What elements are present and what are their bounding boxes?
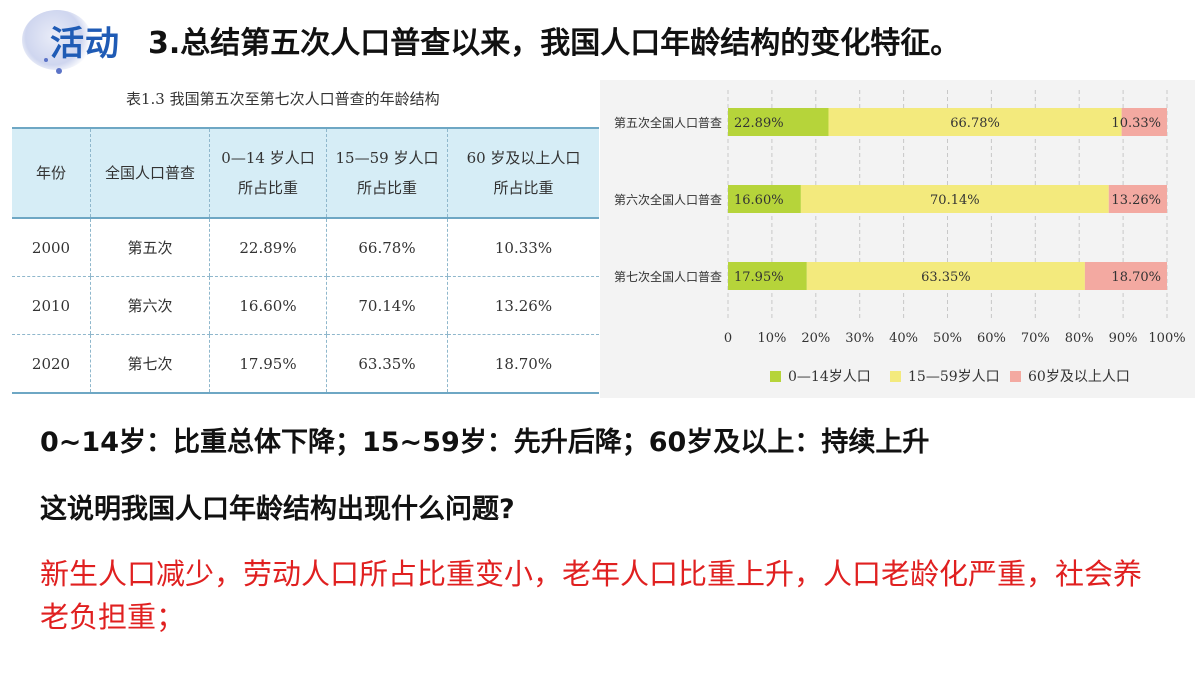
data-label: 66.78% — [950, 116, 1000, 131]
data-label: 17.95% — [734, 270, 784, 285]
table-cell: 第六次 — [90, 276, 210, 335]
badge-dot — [56, 68, 62, 74]
table-header-cell: 全国人口普查 — [90, 127, 210, 219]
data-label: 70.14% — [930, 193, 980, 208]
table-cell: 70.14% — [326, 276, 448, 335]
table-row: 2010 第六次 16.60% 70.14% 13.26% — [12, 276, 599, 335]
table-cell: 第七次 — [90, 334, 210, 394]
table-caption: 表1.3 我国第五次至第七次人口普查的年龄结构 — [126, 90, 440, 108]
table-cell: 22.89% — [209, 218, 327, 277]
x-tick-label: 50% — [933, 331, 962, 346]
x-tick-label: 0 — [724, 331, 732, 346]
legend-swatch — [1010, 371, 1021, 382]
table-cell: 63.35% — [326, 334, 448, 394]
table-cell: 17.95% — [209, 334, 327, 394]
data-label: 13.26% — [1111, 193, 1161, 208]
badge-label: 活动 — [50, 24, 120, 64]
chart-canvas: 0 10% 20% 30% 40% 50% 60% 70% 80% 90% 100% 第五次全国人口普… — [614, 90, 1186, 385]
x-tick-label: 40% — [889, 331, 918, 346]
page-title: 3.总结第五次人口普查以来，我国人口年龄结构的变化特征。 — [148, 26, 961, 61]
badge-dot — [44, 58, 48, 62]
age-structure-table: 年份 全国人口普查 0—14 岁人口 所占比重 15—59 岁人口 所占比重 6… — [12, 127, 599, 394]
bar-segment — [828, 108, 1122, 136]
summary-line: 0~14岁：比重总体下降；15~59岁：先升后降；60岁及以上：持续上升 — [40, 427, 930, 458]
table-cell: 16.60% — [209, 276, 327, 335]
data-label: 22.89% — [734, 116, 784, 131]
x-tick-label: 100% — [1148, 331, 1185, 346]
x-tick-label: 70% — [1021, 331, 1050, 346]
data-label: 18.70% — [1111, 270, 1161, 285]
legend-swatch — [770, 371, 781, 382]
question-line: 这说明我国人口年龄结构出现什么问题? — [40, 494, 515, 525]
bar-segment — [800, 185, 1109, 213]
table-cell: 2000 — [12, 218, 91, 277]
table-cell: 18.70% — [447, 334, 599, 394]
bar-segment — [728, 262, 807, 290]
bar-segment — [806, 262, 1085, 290]
table-header-cell: 15—59 岁人口 所占比重 — [326, 127, 448, 219]
legend-label: 60岁及以上人口 — [1028, 369, 1130, 385]
x-tick-label: 20% — [801, 331, 830, 346]
table-header-cell: 0—14 岁人口 所占比重 — [209, 127, 327, 219]
category-label: 第六次全国人口普查 — [614, 192, 722, 207]
table-cell: 2010 — [12, 276, 91, 335]
table-cell: 2020 — [12, 334, 91, 394]
x-tick-label: 10% — [757, 331, 786, 346]
bar-segment — [1108, 185, 1167, 213]
x-tick-label: 60% — [977, 331, 1006, 346]
answer-text: 新生人口减少，劳动人口所占比重变小，老年人口比重上升，人口老龄化严重，社会养老负… — [40, 557, 1143, 634]
legend-swatch — [890, 371, 901, 382]
age-structure-chart: 0 10% 20% 30% 40% 50% 60% 70% 80% 90% 100% 第五次全国人口普… — [600, 80, 1195, 398]
table-cell: 第五次 — [90, 218, 210, 277]
table-header-cell: 60 岁及以上人口 所占比重 — [447, 127, 599, 219]
bar-segment — [728, 108, 829, 136]
table-cell: 10.33% — [447, 218, 599, 277]
activity-badge: 活动 — [22, 10, 142, 74]
data-label: 16.60% — [734, 193, 784, 208]
table-header-row: 年份 全国人口普查 0—14 岁人口 所占比重 15—59 岁人口 所占比重 6… — [12, 127, 599, 219]
bar-segment — [1121, 108, 1167, 136]
table-cell: 66.78% — [326, 218, 448, 277]
data-label: 63.35% — [921, 270, 971, 285]
bar-segment — [1084, 262, 1167, 290]
category-label: 第五次全国人口普查 — [614, 115, 722, 130]
x-tick-label: 90% — [1109, 331, 1138, 346]
legend-label: 0—14岁人口 — [788, 369, 871, 385]
badge-bubble — [22, 10, 92, 70]
table-row: 2020 第七次 17.95% 63.35% 18.70% — [12, 334, 599, 394]
legend-label: 15—59岁人口 — [908, 369, 1000, 385]
data-label: 10.33% — [1111, 116, 1161, 131]
x-tick-label: 80% — [1065, 331, 1094, 346]
table-row: 2000 第五次 22.89% 66.78% 10.33% — [12, 218, 599, 277]
table-cell: 13.26% — [447, 276, 599, 335]
table-header-cell: 年份 — [12, 127, 91, 219]
x-tick-label: 30% — [845, 331, 874, 346]
category-label: 第七次全国人口普查 — [614, 269, 722, 284]
bar-segment — [728, 185, 801, 213]
